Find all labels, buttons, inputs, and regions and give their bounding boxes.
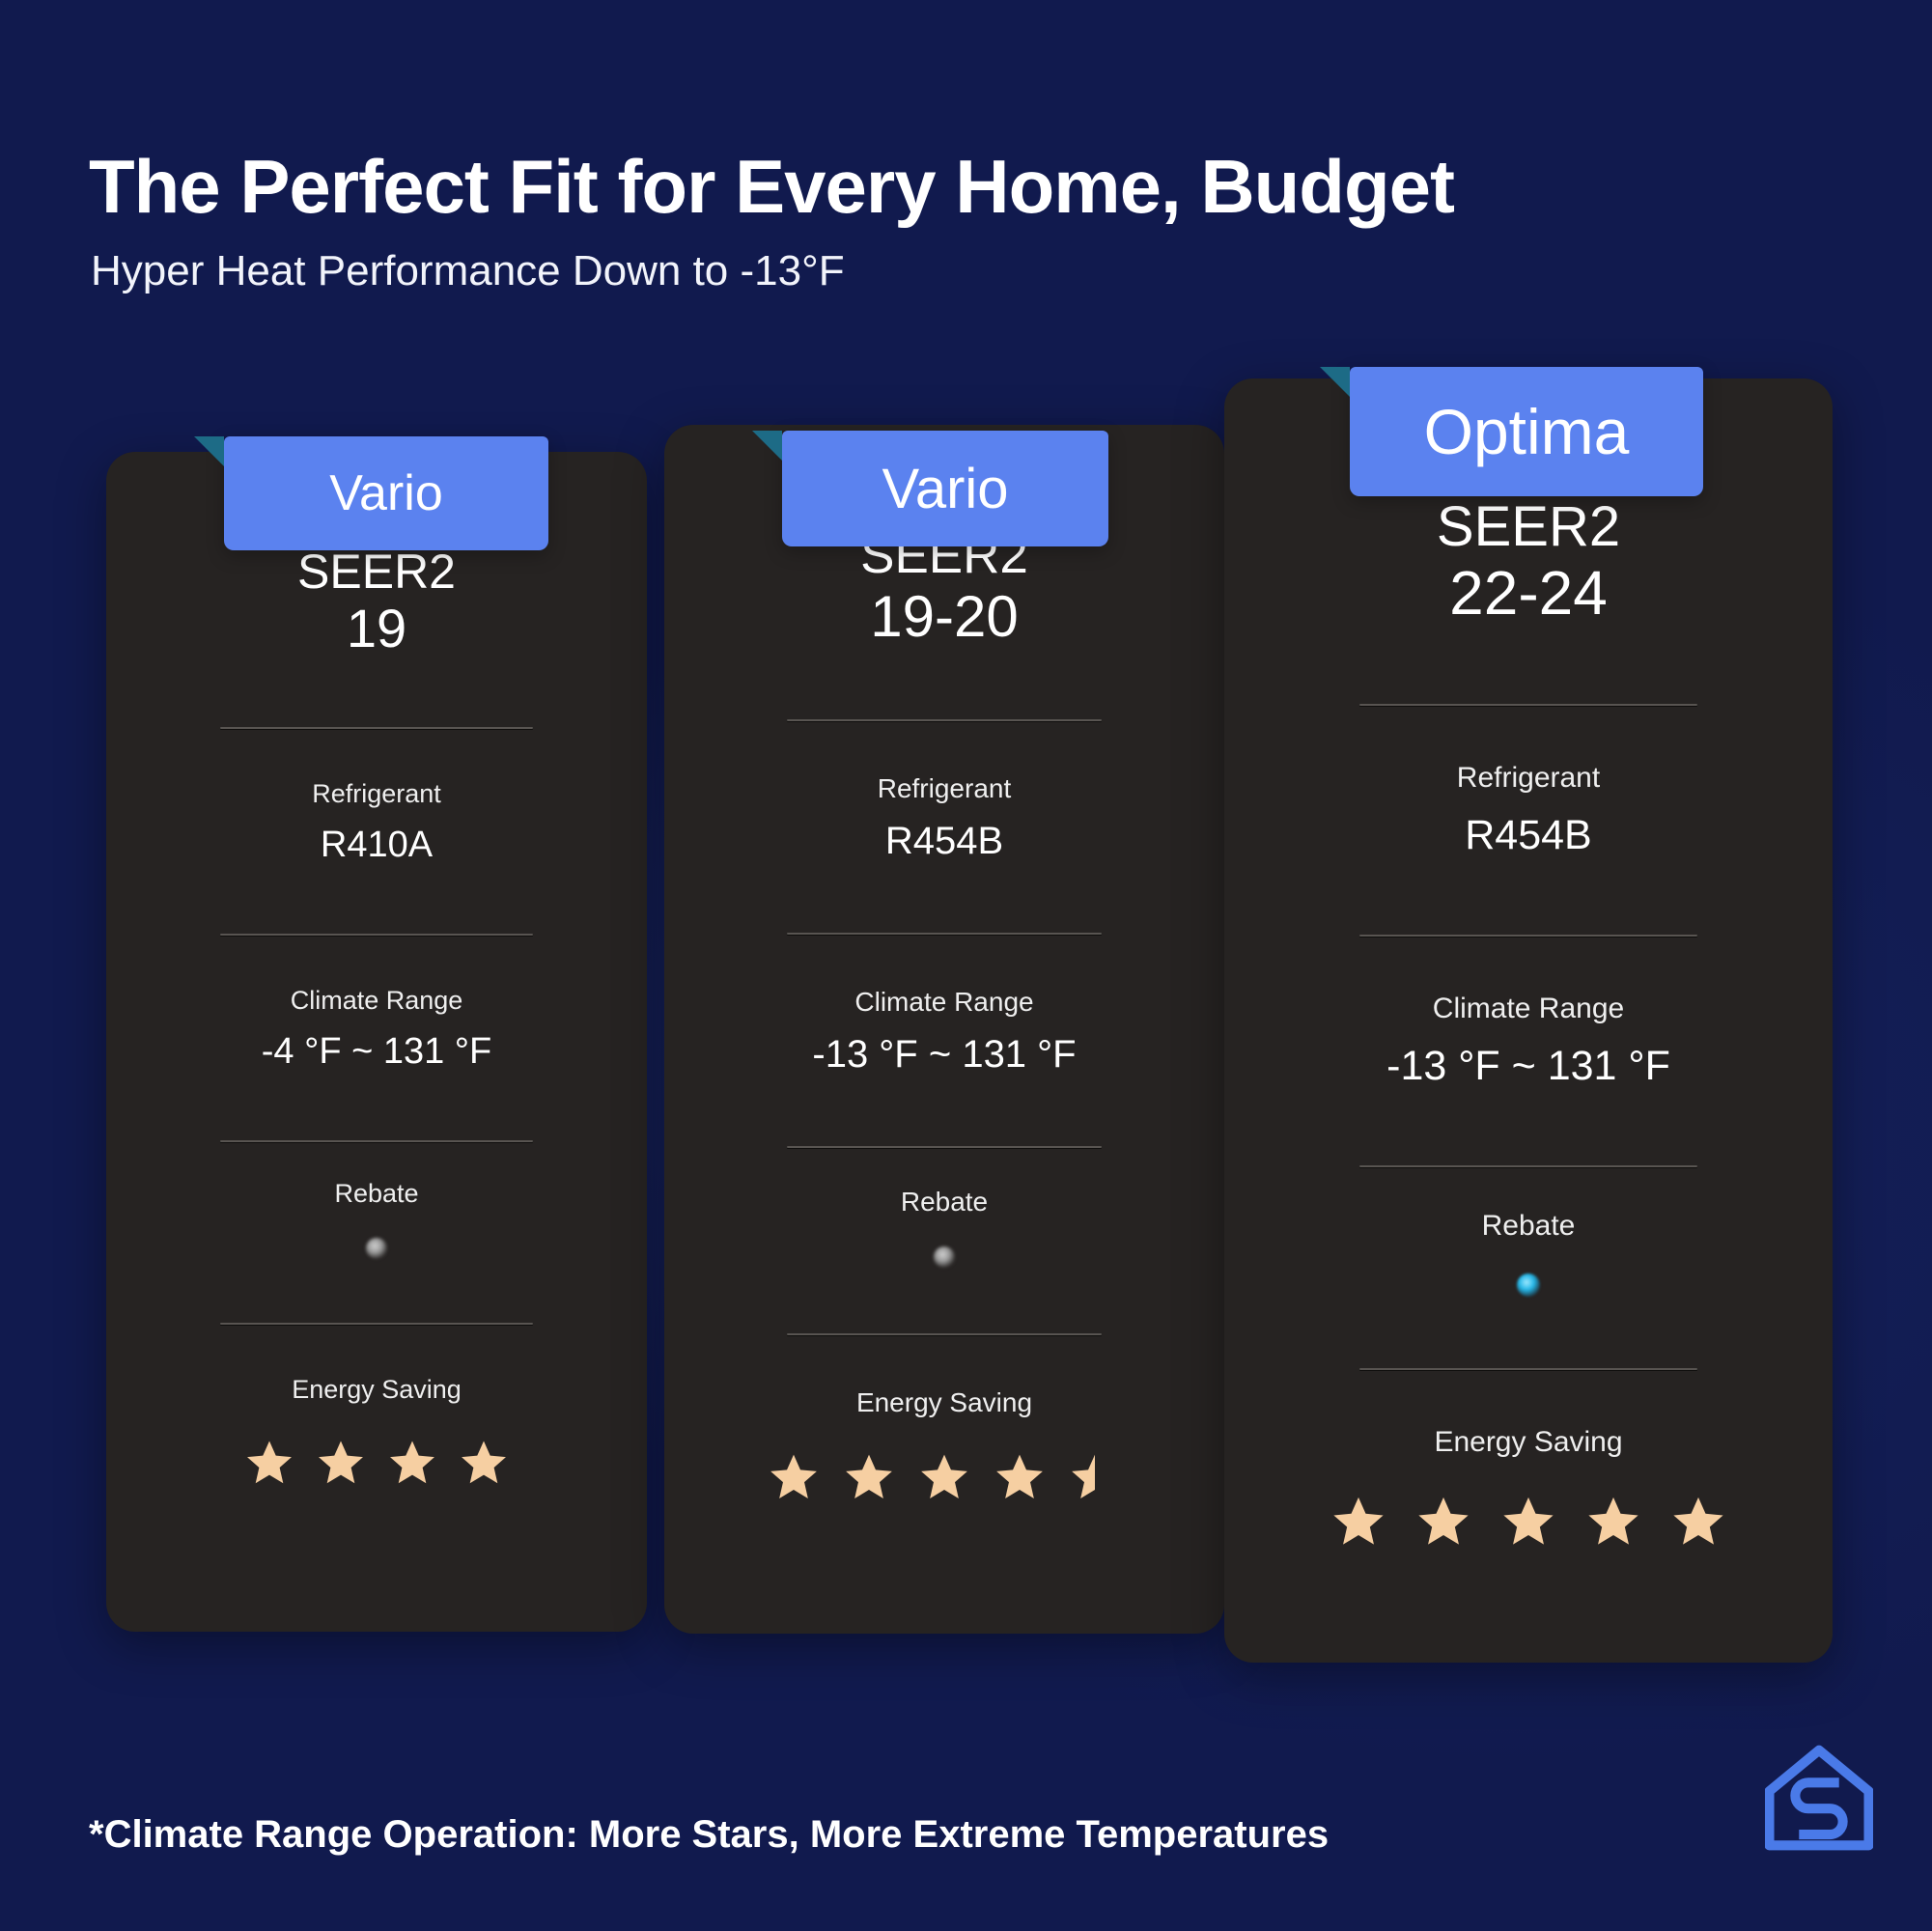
refrigerant-label: Refrigerant — [877, 772, 1012, 803]
seer-label: SEER2 — [1436, 495, 1621, 558]
product-card-vario-19[interactable]: SEER2 19 Refrigerant R410A Climate Range -4 °… — [106, 452, 647, 1632]
star-icon — [1673, 1497, 1723, 1545]
seer-value: 19-20 — [870, 584, 1019, 650]
climate-range-label: Climate Range — [854, 986, 1034, 1017]
star-icon — [319, 1441, 363, 1483]
half-star-icon — [1072, 1454, 1095, 1498]
ribbon-label: Vario — [882, 457, 1009, 520]
section-divider — [220, 1322, 533, 1325]
rebate-indicator-dot — [934, 1245, 955, 1268]
energy-saving-stars — [768, 1451, 1121, 1503]
star-icon — [1503, 1497, 1554, 1545]
page-title: The Perfect Fit for Every Home, Budget — [89, 144, 1455, 230]
section-divider — [787, 932, 1102, 935]
section-divider — [1359, 934, 1697, 937]
star-icon — [1418, 1497, 1469, 1545]
climate-range-value: -4 °F ~ 131 °F — [261, 1030, 492, 1072]
house-logo — [1765, 1745, 1873, 1851]
seer-label: SEER2 — [297, 545, 456, 599]
climate-range-label: Climate Range — [290, 985, 463, 1015]
section-divider — [220, 726, 533, 729]
star-icon — [770, 1454, 817, 1498]
star-icon — [996, 1454, 1043, 1498]
energy-saving-label: Energy Saving — [1434, 1425, 1623, 1458]
section-divider — [1359, 1164, 1697, 1167]
page-subtitle: Hyper Heat Performance Down to -13°F — [91, 247, 845, 294]
climate-range-value: -13 °F ~ 131 °F — [812, 1032, 1077, 1076]
climate-range-label: Climate Range — [1432, 992, 1625, 1024]
energy-saving-label: Energy Saving — [292, 1374, 462, 1404]
section-divider — [787, 718, 1102, 721]
energy-saving-stars — [244, 1438, 509, 1488]
rebate-label: Rebate — [334, 1178, 419, 1208]
star-icon — [1333, 1497, 1384, 1545]
product-card-optima[interactable]: SEER2 22-24 Refrigerant R454B Climate Range -… — [1224, 378, 1833, 1663]
section-divider — [787, 1332, 1102, 1335]
climate-range-value: -13 °F ~ 131 °F — [1386, 1042, 1670, 1089]
ribbon-fold-icon — [1320, 367, 1350, 397]
energy-saving-stars — [1330, 1494, 1726, 1550]
section-divider — [787, 1145, 1102, 1148]
refrigerant-label: Refrigerant — [312, 778, 441, 808]
section-divider — [220, 1139, 533, 1142]
section-divider — [1359, 703, 1697, 706]
product-card-vario-19-20[interactable]: SEER2 19-20 Refrigerant R454B Climate Range -… — [664, 425, 1224, 1634]
star-icon — [247, 1441, 292, 1483]
refrigerant-value: R454B — [1465, 811, 1592, 858]
star-icon — [921, 1454, 967, 1498]
rebate-label: Rebate — [900, 1186, 989, 1217]
refrigerant-value: R454B — [884, 819, 1004, 862]
star-icon — [462, 1441, 506, 1483]
star-icon — [1588, 1497, 1638, 1545]
ribbon-tag-vario-19[interactable]: Vario — [194, 436, 548, 550]
ribbon-label: Optima — [1423, 396, 1630, 467]
section-divider — [220, 933, 533, 936]
refrigerant-value: R410A — [320, 824, 434, 865]
rebate-indicator-dot — [1517, 1273, 1540, 1297]
rebate-label: Rebate — [1481, 1209, 1576, 1242]
star-icon — [390, 1441, 434, 1483]
ribbon-fold-icon — [194, 436, 224, 466]
star-icon — [846, 1454, 892, 1498]
seer-value: 19 — [346, 598, 407, 658]
footnote: *Climate Range Operation: More Stars, Mo… — [89, 1813, 1330, 1856]
rebate-indicator-dot — [366, 1237, 387, 1259]
refrigerant-label: Refrigerant — [1456, 761, 1601, 794]
ribbon-tag-optima[interactable]: Optima — [1320, 367, 1703, 496]
ribbon-tag-vario-19-20[interactable]: Vario — [752, 431, 1108, 546]
energy-saving-label: Energy Saving — [855, 1386, 1033, 1417]
section-divider — [1359, 1367, 1697, 1370]
seer-value: 22-24 — [1449, 557, 1608, 628]
ribbon-label: Vario — [329, 465, 443, 521]
ribbon-fold-icon — [752, 431, 782, 461]
